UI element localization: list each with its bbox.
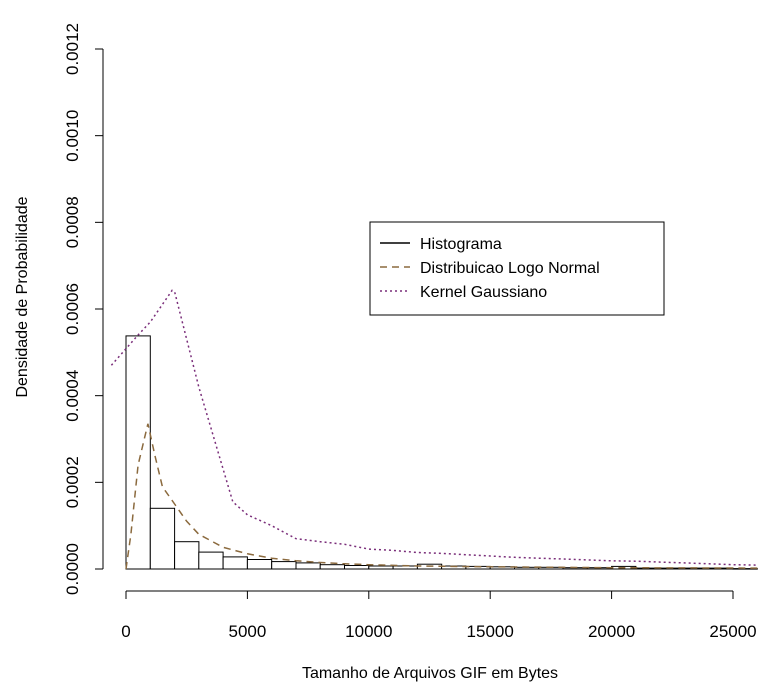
lognormal-curve xyxy=(125,423,758,570)
y-axis-title: Densidade de Probabilidade xyxy=(14,196,31,397)
histogram-bar xyxy=(125,335,151,570)
legend-label: Histograma xyxy=(420,236,502,253)
axes xyxy=(102,49,733,592)
legend-label: Distribuicao Logo Normal xyxy=(420,260,600,277)
histogram-bar xyxy=(149,507,176,570)
histogram-bar xyxy=(174,541,200,570)
histogram-bar xyxy=(319,564,346,570)
x-tick-label: 15000 xyxy=(467,622,514,641)
histogram xyxy=(125,335,758,570)
histogram-bar xyxy=(271,561,297,570)
histogram-bar xyxy=(392,565,418,570)
x-axis-ticks: 0 5000 10000 15000 20000 25000 xyxy=(121,591,757,641)
y-tick-label: 0.0006 xyxy=(63,283,82,335)
x-axis-title: Tamanho de Arquivos GIF em Bytes xyxy=(302,665,558,682)
y-axis-ticks: 0.0000 0.0002 0.0004 0.0006 0.0008 0.0010 0.00… xyxy=(63,23,103,595)
y-tick-label: 0.0012 xyxy=(63,23,82,75)
y-tick-label: 0.0002 xyxy=(63,456,82,508)
x-tick-label: 10000 xyxy=(345,622,392,641)
x-tick-label: 0 xyxy=(121,622,130,641)
y-tick-label: 0.0004 xyxy=(63,370,82,422)
histogram-bar xyxy=(368,565,394,570)
density-curves xyxy=(110,289,758,570)
y-tick-label: 0.0000 xyxy=(63,543,82,595)
y-tick-label: 0.0008 xyxy=(63,196,82,248)
kernel-gaussian-curve xyxy=(110,289,758,566)
x-tick-label: 5000 xyxy=(228,622,266,641)
legend-label: Kernel Gaussiano xyxy=(420,284,547,301)
y-tick-label: 0.0010 xyxy=(63,110,82,162)
legend: Histograma Distribuicao Logo Normal Kernel… xyxy=(369,221,665,316)
x-tick-label: 25000 xyxy=(709,622,756,641)
x-tick-label: 20000 xyxy=(588,622,635,641)
histogram-bar xyxy=(246,559,273,570)
histogram-bar xyxy=(198,551,224,570)
legend-box xyxy=(369,221,665,316)
histogram-bar xyxy=(222,556,248,570)
histogram-bar xyxy=(295,562,321,570)
histogram-bar xyxy=(344,565,370,570)
